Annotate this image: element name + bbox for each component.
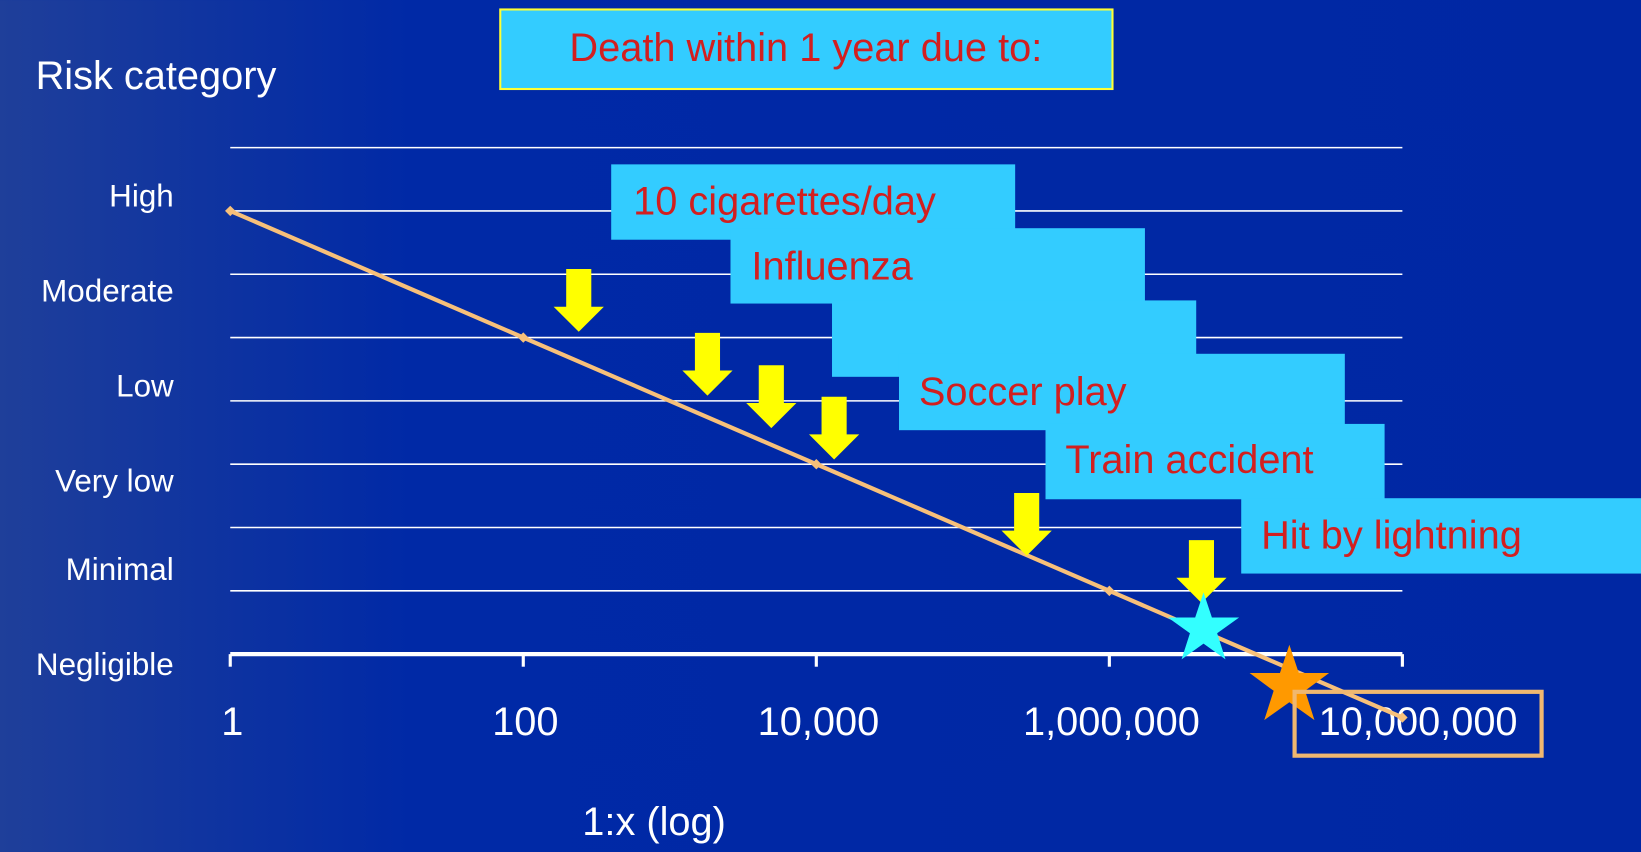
annotation-box xyxy=(898,353,1345,431)
y-tick-label: High xyxy=(109,179,174,214)
annotation: Influenza xyxy=(751,245,913,289)
y-tick-label: Moderate xyxy=(41,274,174,309)
highlight-box xyxy=(1292,689,1544,758)
star xyxy=(1249,644,1330,721)
annotation-box xyxy=(730,228,1145,304)
x-axis-title: 1:x (log) xyxy=(582,800,726,844)
marker xyxy=(811,458,822,470)
annotation-box xyxy=(1045,423,1385,500)
arrow xyxy=(746,365,797,429)
y-tick-label: Low xyxy=(116,369,174,404)
marker xyxy=(1104,585,1115,597)
x-tick-label: 10,000,000 xyxy=(1319,700,1518,744)
arrow xyxy=(1176,540,1227,603)
y-tick-label: Minimal xyxy=(66,552,174,587)
annotation-boxes: 10 cigarettes/day Influenza Soccer play … xyxy=(611,164,1641,574)
y-axis-title: Risk category xyxy=(36,54,277,98)
star xyxy=(1167,592,1240,660)
chart-title: Death within 1 year due to: xyxy=(569,26,1042,70)
x-tick-label: 1,000,000 xyxy=(1023,700,1200,744)
x-tick-label: 10,000 xyxy=(758,700,880,744)
y-tick-label: Very low xyxy=(55,463,174,498)
annotation-box xyxy=(1241,498,1641,574)
marker xyxy=(518,332,529,343)
title-box xyxy=(499,8,1114,91)
x-tick-label: 100 xyxy=(492,700,558,744)
y-tick-label: Negligible xyxy=(36,647,174,682)
annotation: Soccer play xyxy=(919,370,1127,414)
arrow xyxy=(1001,492,1052,556)
annotation: Hit by lightning xyxy=(1261,513,1522,557)
x-tick-label: 1 xyxy=(221,700,243,744)
annotation-box xyxy=(611,164,1016,240)
marker xyxy=(225,205,236,217)
annotation: 10 cigarettes/day xyxy=(633,180,936,224)
annotation: Train accident xyxy=(1065,438,1313,482)
arrow xyxy=(682,332,733,396)
